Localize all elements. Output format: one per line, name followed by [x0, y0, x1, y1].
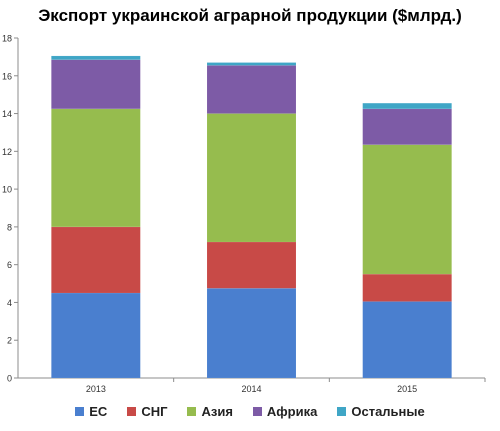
legend-item: СНГ [127, 404, 167, 419]
x-tick-label: 2015 [397, 384, 417, 394]
bar-segment [362, 102, 452, 110]
legend-label: Азия [201, 404, 233, 419]
legend-swatch [127, 407, 137, 416]
legend-label: Африка [266, 404, 318, 419]
bar-segment [206, 288, 297, 379]
y-tick-label: 6 [7, 260, 12, 270]
legend-swatch [75, 407, 85, 416]
legend-swatch [252, 407, 262, 416]
bar-segment [51, 292, 141, 379]
legend-item: Азия [187, 404, 233, 419]
legend: ЕС СНГ Азия Африка Остальные [0, 404, 500, 419]
bar-segment [51, 59, 141, 110]
y-tick-label: 0 [7, 374, 12, 384]
y-tick-label: 12 [2, 147, 12, 157]
legend-swatch [187, 407, 197, 416]
y-tick-label: 18 [2, 34, 12, 44]
bar-segment [362, 273, 452, 302]
legend-label: ЕС [89, 404, 108, 419]
bar-segment [206, 62, 297, 66]
legend-item: ЕС [75, 404, 107, 419]
chart-title: Экспорт украинской аграрной продукции ($… [38, 6, 462, 25]
bar-segment [362, 108, 452, 145]
legend-label: СНГ [141, 404, 168, 419]
bar-segment [206, 241, 297, 289]
y-tick-label: 14 [2, 109, 12, 119]
x-tick-label: 2014 [241, 384, 261, 394]
y-tick-label: 10 [2, 185, 12, 195]
legend-label: Остальные [351, 404, 425, 419]
x-tick-label: 2013 [86, 384, 106, 394]
legend-item: Остальные [337, 404, 425, 419]
bar-segment [362, 144, 452, 275]
y-tick-label: 4 [7, 298, 12, 308]
bar-segment [51, 55, 141, 60]
legend-item: Африка [252, 404, 318, 419]
bar-segment [206, 65, 297, 114]
y-tick-label: 8 [7, 222, 12, 232]
bar-segment [51, 108, 141, 228]
y-tick-label: 2 [7, 336, 12, 346]
y-tick-label: 16 [2, 71, 12, 81]
bar-segment [362, 301, 452, 379]
legend-swatch [337, 407, 347, 416]
bar-segment [206, 113, 297, 243]
bar-segment [51, 226, 141, 294]
